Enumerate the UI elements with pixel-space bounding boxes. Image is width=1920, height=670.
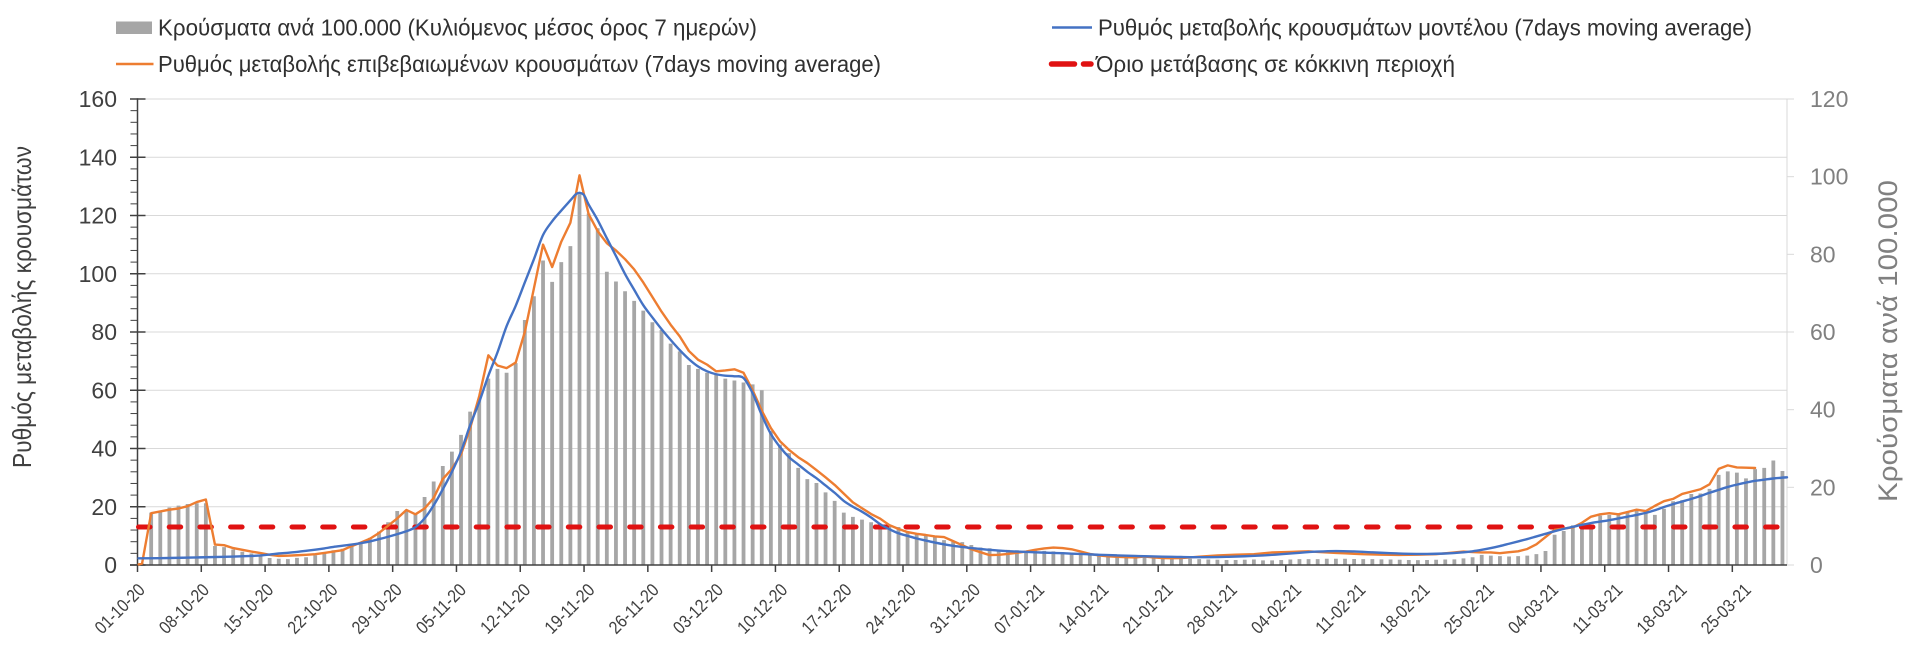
svg-text:20: 20 <box>91 494 117 520</box>
svg-text:80: 80 <box>91 319 117 345</box>
svg-text:60: 60 <box>1810 319 1836 345</box>
svg-text:100: 100 <box>1810 164 1848 190</box>
svg-text:0: 0 <box>1810 552 1823 578</box>
svg-text:40: 40 <box>91 436 117 462</box>
svg-text:120: 120 <box>1810 86 1848 112</box>
svg-text:100: 100 <box>79 261 117 287</box>
svg-text:0: 0 <box>104 552 117 578</box>
svg-text:40: 40 <box>1810 397 1836 423</box>
svg-text:80: 80 <box>1810 241 1836 267</box>
svg-text:140: 140 <box>79 144 117 170</box>
svg-text:Κρούσματα ανά 100.000 (Κυλιόμε: Κρούσματα ανά 100.000 (Κυλιόμενος μέσος … <box>158 15 757 41</box>
svg-text:120: 120 <box>79 203 117 229</box>
svg-text:Ρυθμός μεταβολής κρουσμάτων μο: Ρυθμός μεταβολής κρουσμάτων μοντέλου (7d… <box>1098 15 1752 41</box>
svg-text:160: 160 <box>79 86 117 112</box>
svg-text:Ρυθμός μεταβολής επιβεβαιωμένω: Ρυθμός μεταβολής επιβεβαιωμένων κρουσμάτ… <box>158 51 881 77</box>
svg-text:60: 60 <box>91 377 117 403</box>
svg-text:20: 20 <box>1810 474 1836 500</box>
svg-text:Κρούσματα ανά 100.000: Κρούσματα ανά 100.000 <box>1873 180 1903 502</box>
svg-text:Ρυθμός μεταβολής κρουσμάτων: Ρυθμός μεταβολής κρουσμάτων <box>7 146 37 468</box>
svg-text:Όριο μετάβασης σε κόκκινη περι: Όριο μετάβασης σε κόκκινη περιοχή <box>1095 51 1455 77</box>
